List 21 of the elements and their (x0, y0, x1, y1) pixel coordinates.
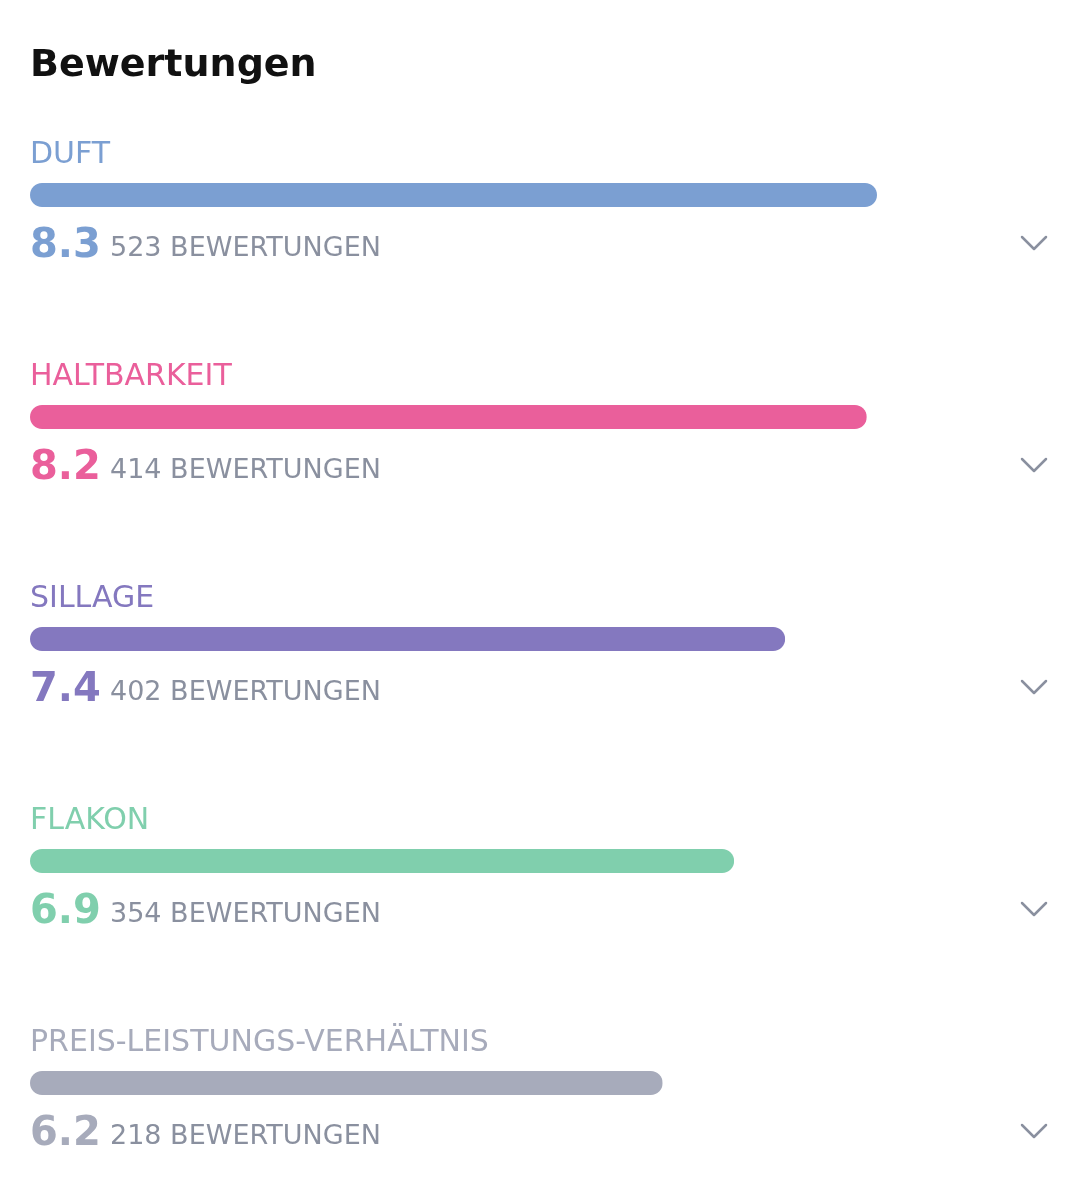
annotation: 354 BEWERTUNGEN (110, 897, 381, 928)
bar (30, 405, 867, 429)
chart-title: Bewertungen (30, 41, 317, 85)
annotation: 523 BEWERTUNGEN (110, 231, 381, 262)
data-label: 8.2 (30, 442, 101, 488)
bar (30, 183, 877, 207)
y-tick-label: SILLAGE (30, 579, 155, 614)
data-label: 6.9 (30, 886, 101, 932)
y-tick-label: PREIS-LEISTUNGS-VERHÄLTNIS (30, 1023, 489, 1058)
annotation: 414 BEWERTUNGEN (110, 453, 381, 484)
y-tick-label: HALTBARKEIT (30, 357, 233, 392)
data-label: 7.4 (30, 664, 101, 710)
bar (30, 849, 735, 873)
y-tick-label: FLAKON (30, 801, 150, 836)
bar (30, 1071, 663, 1095)
bar (30, 627, 786, 651)
annotation: 402 BEWERTUNGEN (110, 675, 381, 706)
y-tick-label: DUFT (30, 135, 111, 170)
annotation: 218 BEWERTUNGEN (110, 1119, 381, 1150)
data-label: 8.3 (30, 220, 101, 266)
data-label: 6.2 (30, 1108, 101, 1154)
